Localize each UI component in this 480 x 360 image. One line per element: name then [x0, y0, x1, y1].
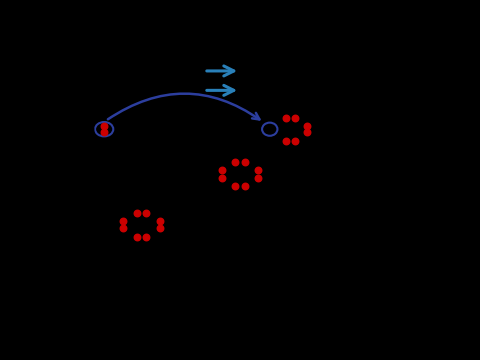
Point [100, 129, 108, 135]
Point [218, 167, 226, 173]
Point [303, 123, 311, 129]
Point [218, 175, 226, 180]
Text: [Ba]: [Ba] [34, 165, 75, 183]
Point [143, 210, 150, 216]
Point [254, 167, 262, 173]
Point [241, 159, 249, 165]
Text: [Ba]: [Ba] [34, 216, 75, 234]
Point [231, 159, 239, 165]
Text: Barium Oxide   BaO: Barium Oxide BaO [12, 46, 179, 60]
Point [100, 123, 108, 129]
Point [241, 183, 249, 189]
Point [143, 234, 150, 240]
Point [120, 219, 127, 224]
Text: Ba: Ba [68, 120, 96, 139]
Point [303, 129, 311, 135]
Point [156, 219, 164, 224]
Point [282, 138, 290, 143]
Point [156, 225, 164, 231]
Text: 2+: 2+ [90, 161, 107, 171]
Text: Δχ = 2.6: Δχ = 2.6 [360, 62, 426, 76]
Point [291, 138, 299, 143]
Text: χ = 3.5: χ = 3.5 [245, 82, 300, 96]
Text: 2-: 2- [274, 158, 287, 168]
Text: 2-: 2- [176, 208, 188, 219]
Point [282, 115, 290, 121]
Text: 2+: 2+ [90, 211, 107, 221]
Text: Ba: Ba [173, 62, 193, 76]
Point [120, 225, 127, 231]
Point [231, 183, 239, 189]
Text: O: O [278, 120, 295, 139]
Point [133, 210, 141, 216]
Point [254, 175, 262, 180]
Text: O: O [232, 165, 248, 183]
Point [133, 234, 141, 240]
Text: O: O [134, 216, 149, 234]
Point [291, 115, 299, 121]
Text: χ = 0.9: χ = 0.9 [245, 62, 300, 76]
Text: O: O [173, 82, 185, 96]
